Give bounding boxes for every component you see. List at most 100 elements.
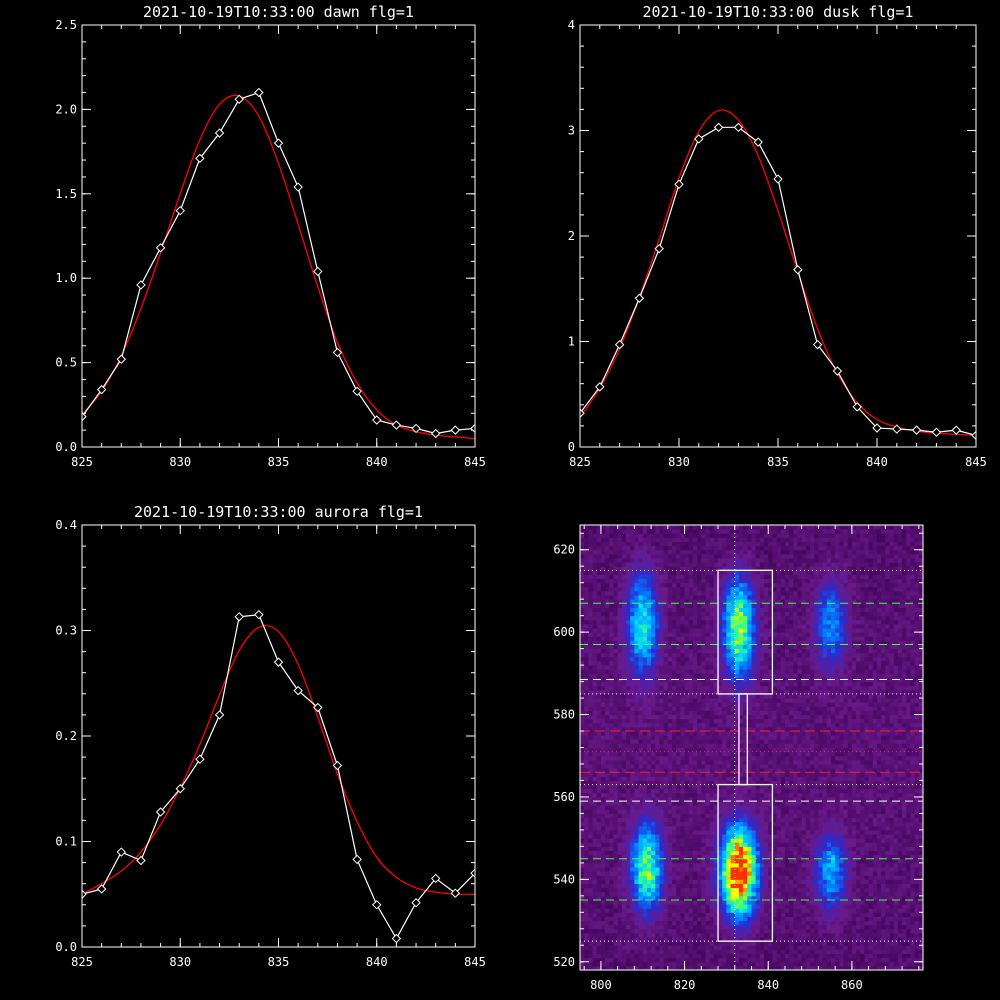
heatmap-cell bbox=[651, 726, 656, 732]
heatmap-cell bbox=[634, 772, 640, 777]
heatmap-cell bbox=[692, 949, 698, 955]
heatmap-cell bbox=[751, 751, 757, 757]
heatmap-cell bbox=[722, 603, 727, 608]
heatmap-cell bbox=[626, 772, 631, 777]
heatmap-cell bbox=[705, 660, 711, 666]
heatmap-cell bbox=[638, 623, 644, 629]
heatmap-cell bbox=[626, 693, 631, 699]
heatmap-cell bbox=[642, 763, 648, 769]
heatmap-cell bbox=[722, 784, 727, 790]
heatmap-cell bbox=[642, 883, 648, 889]
data-point bbox=[470, 423, 475, 434]
heatmap-cell bbox=[580, 941, 585, 946]
heatmap-cell bbox=[584, 689, 589, 695]
heatmap-cell bbox=[697, 759, 702, 765]
heatmap-cell bbox=[718, 904, 723, 909]
heatmap-cell bbox=[680, 821, 686, 827]
heatmap-cell bbox=[718, 961, 723, 967]
heatmap-cell bbox=[705, 525, 711, 530]
heatmap-cell bbox=[655, 780, 660, 786]
heatmap-cell bbox=[718, 731, 723, 736]
heatmap-cell bbox=[626, 937, 631, 942]
heatmap-cell bbox=[722, 899, 727, 905]
heatmap-cell bbox=[722, 755, 727, 761]
heatmap-cell bbox=[680, 640, 686, 645]
heatmap-cell bbox=[646, 941, 652, 946]
heatmap-cell bbox=[751, 553, 757, 559]
heatmap-cell bbox=[726, 772, 732, 777]
heatmap-cell bbox=[676, 533, 681, 538]
heatmap-cell bbox=[600, 652, 606, 658]
heatmap-cell bbox=[738, 743, 744, 748]
heatmap-cell bbox=[626, 829, 631, 835]
heatmap-cell bbox=[684, 578, 690, 584]
heatmap-cell bbox=[697, 545, 702, 551]
heatmap-cell bbox=[634, 533, 640, 538]
heatmap-cell bbox=[738, 669, 744, 674]
heatmap-cell bbox=[672, 825, 677, 831]
heatmap-cell bbox=[617, 825, 623, 831]
heatmap-cell bbox=[667, 566, 673, 571]
heatmap-cell bbox=[692, 809, 698, 814]
heatmap-cell bbox=[663, 656, 669, 662]
heatmap-cell bbox=[688, 611, 694, 617]
data-point bbox=[254, 87, 264, 98]
heatmap-cell bbox=[584, 842, 589, 847]
heatmap-cell bbox=[588, 961, 594, 967]
heatmap-cell bbox=[701, 739, 706, 744]
heatmap-cell bbox=[726, 788, 732, 794]
heatmap-cell bbox=[751, 656, 757, 662]
heatmap-cell bbox=[605, 722, 610, 728]
heatmap-cell bbox=[642, 838, 648, 843]
heatmap-cell bbox=[726, 557, 732, 563]
heatmap-cell bbox=[588, 768, 594, 773]
heatmap-cell bbox=[743, 780, 748, 786]
heatmap-cell bbox=[609, 735, 614, 740]
heatmap-cell bbox=[609, 706, 614, 711]
heatmap-cell bbox=[726, 731, 732, 736]
heatmap-cell bbox=[747, 636, 752, 641]
heatmap-cell bbox=[642, 619, 648, 625]
heatmap-cell bbox=[588, 735, 594, 740]
heatmap-cell bbox=[701, 871, 706, 876]
heatmap-cell bbox=[638, 603, 644, 608]
heatmap-cell bbox=[684, 879, 690, 884]
heatmap-cell bbox=[667, 842, 673, 847]
heatmap-cell bbox=[751, 854, 757, 860]
heatmap-cell bbox=[642, 813, 648, 819]
heatmap-cell bbox=[617, 895, 623, 901]
heatmap-cell bbox=[709, 850, 715, 856]
heatmap-cell bbox=[667, 562, 673, 567]
heatmap-cell bbox=[738, 739, 744, 744]
heatmap-cell bbox=[688, 858, 694, 864]
heatmap-cell bbox=[667, 895, 673, 901]
heatmap-cell bbox=[663, 846, 669, 852]
heatmap-cell bbox=[592, 932, 598, 938]
heatmap-cell bbox=[743, 566, 748, 571]
heatmap-cell bbox=[755, 891, 761, 897]
heatmap-cell bbox=[701, 578, 706, 584]
heatmap-cell bbox=[730, 796, 736, 802]
heatmap-cell bbox=[684, 871, 690, 876]
heatmap-cell bbox=[697, 566, 702, 571]
heatmap-cell bbox=[621, 706, 627, 711]
heatmap-cell bbox=[713, 599, 719, 604]
heatmap-cell bbox=[609, 965, 614, 970]
heatmap-cell bbox=[709, 747, 715, 753]
heatmap-cell bbox=[584, 590, 589, 596]
heatmap-cell bbox=[621, 619, 627, 625]
heatmap-cell bbox=[630, 776, 635, 781]
heatmap-cell bbox=[718, 693, 723, 699]
heatmap-cell bbox=[663, 722, 669, 728]
heatmap-cell bbox=[642, 916, 648, 922]
heatmap-cell bbox=[730, 747, 736, 753]
heatmap-cell bbox=[655, 640, 660, 645]
heatmap-cell bbox=[596, 842, 602, 847]
heatmap-cell bbox=[646, 533, 652, 538]
heatmap-cell bbox=[584, 706, 589, 711]
heatmap-cell bbox=[676, 751, 681, 757]
heatmap-cell bbox=[718, 780, 723, 786]
heatmap-cell bbox=[617, 817, 623, 823]
heatmap-cell bbox=[680, 689, 686, 695]
heatmap-cell bbox=[726, 603, 732, 608]
